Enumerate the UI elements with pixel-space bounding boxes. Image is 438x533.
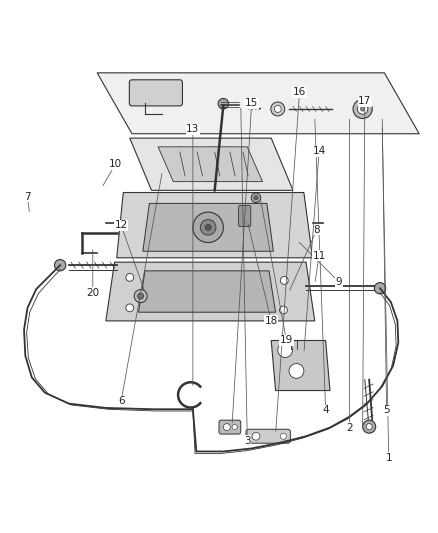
Polygon shape	[97, 73, 419, 134]
Circle shape	[232, 424, 237, 430]
Polygon shape	[130, 138, 293, 190]
Circle shape	[193, 212, 223, 243]
Polygon shape	[106, 262, 315, 321]
Text: 18: 18	[265, 316, 278, 326]
Circle shape	[252, 432, 260, 440]
Circle shape	[360, 107, 365, 111]
Text: 5: 5	[383, 405, 390, 415]
Polygon shape	[138, 271, 276, 312]
Polygon shape	[271, 341, 330, 391]
Text: 16: 16	[293, 87, 306, 98]
Circle shape	[138, 293, 144, 299]
Text: 17: 17	[358, 96, 371, 106]
Circle shape	[218, 99, 229, 109]
FancyBboxPatch shape	[219, 420, 241, 434]
Text: 3: 3	[244, 435, 251, 446]
Circle shape	[289, 364, 304, 378]
Text: 1: 1	[385, 453, 392, 463]
Circle shape	[126, 304, 134, 312]
Circle shape	[251, 193, 261, 203]
Text: 9: 9	[336, 277, 342, 287]
Circle shape	[353, 99, 372, 118]
Circle shape	[363, 420, 376, 433]
Circle shape	[278, 343, 293, 358]
Text: 8: 8	[314, 224, 320, 235]
Circle shape	[205, 224, 211, 230]
Circle shape	[279, 306, 287, 314]
Circle shape	[366, 424, 372, 430]
Circle shape	[357, 104, 368, 114]
Circle shape	[280, 433, 286, 439]
Circle shape	[200, 220, 216, 235]
FancyBboxPatch shape	[129, 80, 183, 106]
Text: 13: 13	[186, 124, 200, 134]
Circle shape	[254, 196, 258, 200]
Polygon shape	[158, 147, 262, 182]
Circle shape	[54, 260, 66, 271]
Text: 10: 10	[109, 159, 122, 169]
Circle shape	[271, 102, 285, 116]
Circle shape	[374, 282, 386, 294]
Circle shape	[280, 277, 288, 284]
Polygon shape	[117, 192, 313, 258]
Circle shape	[223, 424, 230, 431]
Text: 6: 6	[118, 397, 124, 407]
Text: 2: 2	[346, 423, 353, 433]
Circle shape	[274, 106, 281, 112]
Text: 19: 19	[280, 335, 293, 345]
Text: 11: 11	[312, 251, 326, 261]
Text: 12: 12	[114, 220, 128, 230]
FancyBboxPatch shape	[246, 429, 290, 443]
Text: 4: 4	[322, 405, 329, 415]
Polygon shape	[143, 204, 273, 251]
Circle shape	[126, 273, 134, 281]
Text: 14: 14	[312, 146, 326, 156]
Text: 20: 20	[86, 288, 99, 297]
Text: 15: 15	[245, 98, 258, 108]
Text: 7: 7	[24, 192, 31, 202]
Circle shape	[134, 289, 147, 303]
FancyBboxPatch shape	[239, 206, 251, 227]
